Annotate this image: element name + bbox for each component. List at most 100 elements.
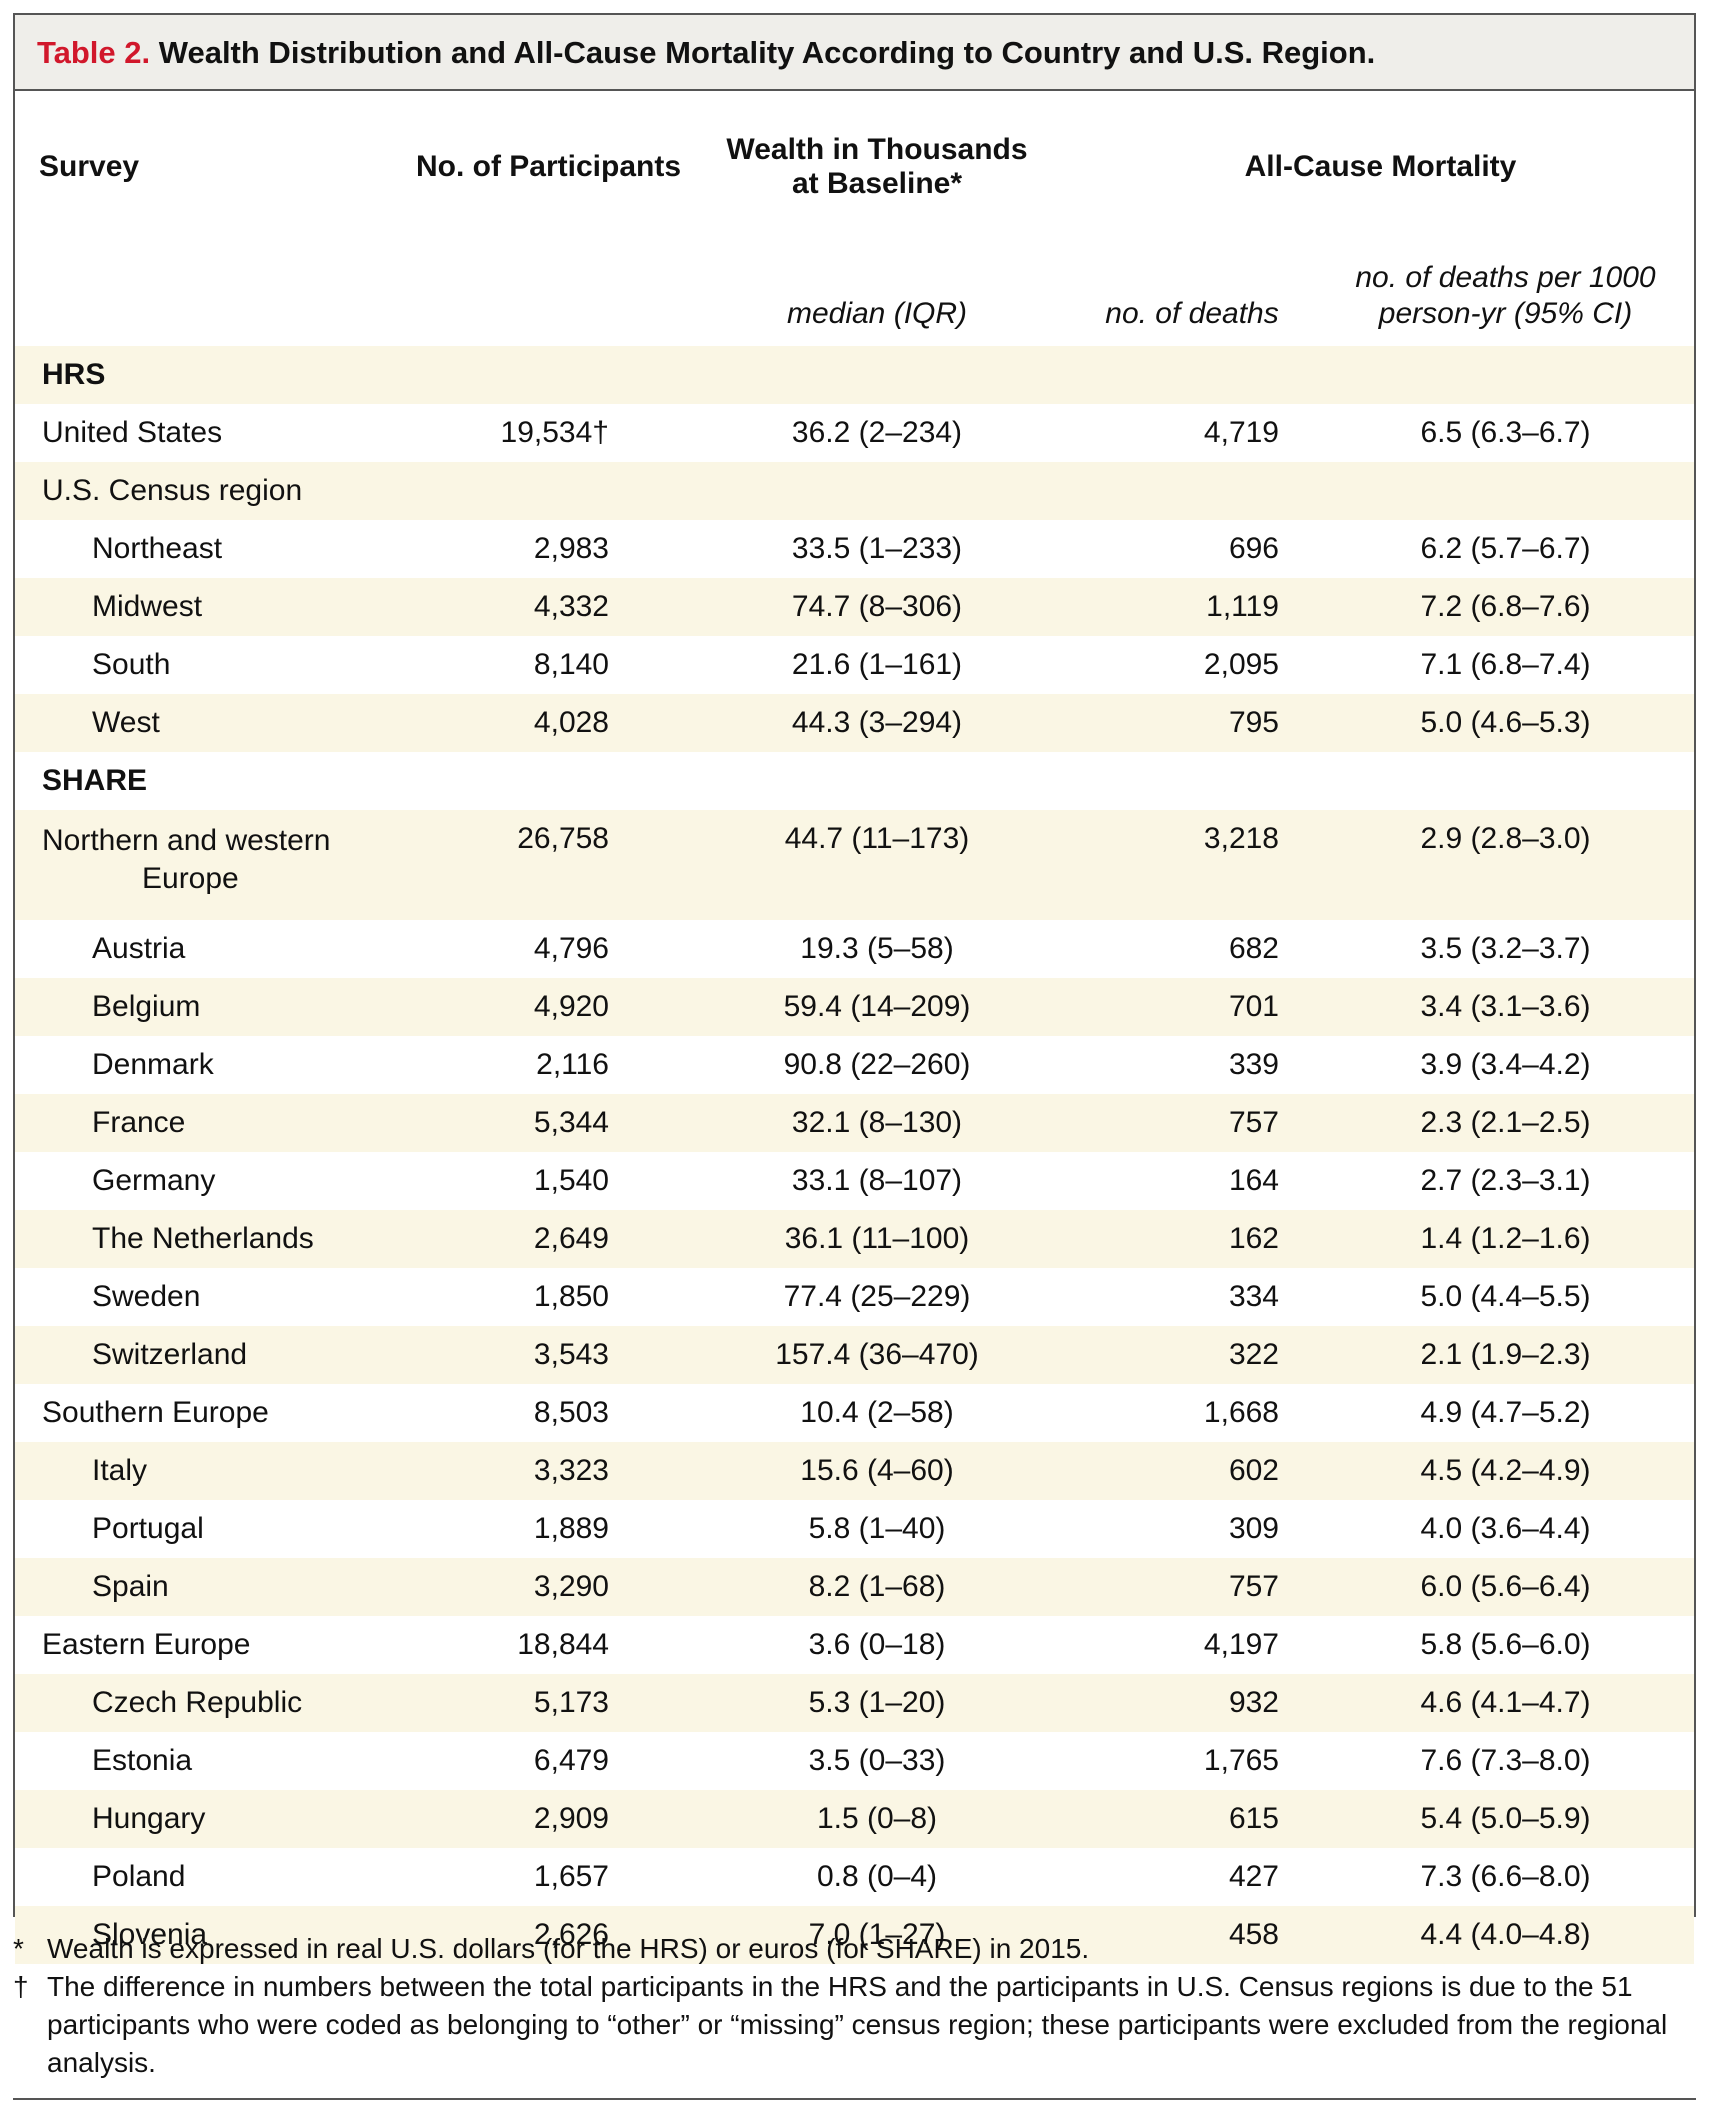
row-rate: 6.2 (5.7–6.7)	[1420, 532, 1591, 565]
row-wealth: 15.6 (4–60)	[687, 1442, 1067, 1500]
row-rate: 2.1 (1.9–2.3)	[1317, 1326, 1694, 1384]
row-wealth: 32.1 (8–130)	[687, 1094, 1067, 1152]
row-wealth: 5.3 (1–20)	[687, 1674, 1067, 1732]
row-rate: 2.3 (2.1–2.5)	[1317, 1094, 1694, 1152]
table-row: Germany 1,540 33.1 (8–107) 164 2.7 (2.3–…	[15, 1152, 1694, 1210]
row-deaths: 932	[1067, 1674, 1317, 1732]
row-participants: 1,889	[533, 1512, 609, 1545]
table-row: West 4,028 44.3 (3–294) 795 5.0 (4.6–5.3…	[15, 694, 1694, 752]
row-name: Switzerland	[15, 1326, 410, 1384]
table-frame: Table 2. Wealth Distribution and All-Cau…	[13, 13, 1696, 1964]
row-deaths: 164	[1228, 1164, 1279, 1197]
row-rate: 5.8 (5.6–6.0)	[1420, 1628, 1591, 1661]
table-row: Denmark 2,116 90.8 (22–260) 339 3.9 (3.4…	[15, 1036, 1694, 1094]
row-rate: 7.1 (6.8–7.4)	[1420, 648, 1591, 681]
row-name-line2: Europe	[142, 862, 239, 895]
table-row: Northern and western Europe 26,758 44.7 …	[15, 810, 1694, 920]
row-participants: 2,116	[536, 1048, 609, 1081]
table-row: Portugal 1,889 5.8 (1–40) 309 4.0 (3.6–4…	[15, 1500, 1694, 1558]
row-participants: 5,344	[410, 1094, 687, 1152]
row-name: Estonia	[92, 1744, 193, 1777]
row-wealth: 21.6 (1–161)	[791, 648, 963, 681]
table-row: Austria 4,796 19.3 (5–58) 682 3.5 (3.2–3…	[15, 920, 1694, 978]
section-row: SHARE	[15, 752, 1694, 810]
row-deaths: 602	[1067, 1442, 1317, 1500]
row-deaths: 339	[1228, 1048, 1279, 1081]
row-rate: 6.5 (6.3–6.7)	[1420, 416, 1591, 449]
table-row: Sweden 1,850 77.4 (25–229) 334 5.0 (4.4–…	[15, 1268, 1694, 1326]
row-rate: 4.9 (4.7–5.2)	[1420, 1396, 1591, 1429]
row-participants: 3,290	[410, 1558, 687, 1616]
footnote-star-mark: *	[13, 1933, 24, 1964]
row-deaths: 1,668	[1203, 1396, 1279, 1429]
row-rate: 5.0 (4.6–5.3)	[1317, 694, 1694, 752]
row-rate: 5.0 (4.4–5.5)	[1420, 1280, 1591, 1313]
row-name-line1: Northern and western	[42, 824, 331, 857]
row-name: United States	[42, 416, 223, 449]
row-deaths: 682	[1228, 932, 1279, 965]
row-participants: 4,920	[410, 978, 687, 1036]
row-name: Midwest	[15, 578, 410, 636]
row-deaths: 757	[1067, 1094, 1317, 1152]
table-row: The Netherlands 2,649 36.1 (11–100) 162 …	[15, 1210, 1694, 1268]
table-title: Table 2. Wealth Distribution and All-Cau…	[15, 15, 1694, 91]
row-participants: 1,657	[533, 1860, 609, 1893]
row-participants: 1,850	[533, 1280, 609, 1313]
row-rate: 2.9 (2.8–3.0)	[1317, 810, 1694, 920]
header-participants: No. of Participants	[415, 150, 682, 183]
row-participants: 6,479	[533, 1744, 609, 1777]
subheader-rate-line1: no. of deaths per 1000	[1355, 261, 1656, 294]
row-wealth: 36.1 (11–100)	[687, 1210, 1067, 1268]
table-row: Poland 1,657 0.8 (0–4) 427 7.3 (6.6–8.0)	[15, 1848, 1694, 1906]
row-rate: 4.6 (4.1–4.7)	[1317, 1674, 1694, 1732]
row-wealth: 74.7 (8–306)	[687, 578, 1067, 636]
table-number-label: Table 2.	[37, 35, 151, 70]
row-participants: 2,909	[410, 1790, 687, 1848]
row-participants: 8,140	[533, 648, 609, 681]
row-name: Spain	[15, 1558, 410, 1616]
table-row: Slovenia 2,626 7.0 (1–27) 458 4.4 (4.0–4…	[15, 1906, 1694, 1964]
row-participants: 2,626	[410, 1906, 687, 1964]
row-name: Austria	[92, 932, 186, 965]
row-wealth: 44.7 (11–173)	[687, 810, 1067, 920]
row-wealth: 0.8 (0–4)	[816, 1860, 938, 1893]
row-wealth: 3.6 (0–18)	[808, 1628, 946, 1661]
table-row: United States 19,534† 36.2 (2–234) 4,719…	[15, 404, 1694, 462]
row-rate: 4.4 (4.0–4.8)	[1317, 1906, 1694, 1964]
row-name: Germany	[92, 1164, 216, 1197]
row-rate: 7.3 (6.6–8.0)	[1420, 1860, 1591, 1893]
footnote-star: * Wealth is expressed in real U.S. dolla…	[13, 1930, 1696, 1968]
row-name: West	[15, 694, 410, 752]
row-wealth: 157.4 (36–470)	[687, 1326, 1067, 1384]
row-wealth: 44.3 (3–294)	[687, 694, 1067, 752]
row-name: South	[92, 648, 171, 681]
subsection-row: U.S. Census region	[15, 462, 1694, 520]
table-row: Switzerland 3,543 157.4 (36–470) 322 2.1…	[15, 1326, 1694, 1384]
row-name: Sweden	[92, 1280, 201, 1313]
row-rate: 7.6 (7.3–8.0)	[1420, 1744, 1591, 1777]
row-wealth: 10.4 (2–58)	[800, 1396, 954, 1429]
row-deaths: 309	[1228, 1512, 1279, 1545]
row-name: Northeast	[92, 532, 223, 565]
row-deaths: 2,095	[1203, 648, 1279, 681]
data-table: Survey No. of Participants Wealth in Tho…	[15, 91, 1694, 1964]
row-name: France	[15, 1094, 410, 1152]
row-participants: 2,983	[533, 532, 609, 565]
row-name: Portugal	[92, 1512, 204, 1545]
row-participants: 1,540	[533, 1164, 609, 1197]
row-rate: 4.0 (3.6–4.4)	[1420, 1512, 1591, 1545]
row-name: Belgium	[15, 978, 410, 1036]
row-wealth: 90.8 (22–260)	[783, 1048, 971, 1081]
row-participants: 3,323	[410, 1442, 687, 1500]
row-participants: 19,534†	[500, 416, 609, 449]
table-body-wrap: Survey No. of Participants Wealth in Tho…	[15, 91, 1694, 1964]
header-mortality: All-Cause Mortality	[1244, 150, 1517, 183]
footnote-dagger-mark: †	[13, 1971, 29, 2002]
row-name: Southern Europe	[42, 1396, 269, 1429]
header-wealth-line2: at Baseline*	[791, 167, 963, 200]
row-participants: 8,503	[533, 1396, 609, 1429]
row-deaths: 696	[1228, 532, 1279, 565]
row-wealth: 8.2 (1–68)	[687, 1558, 1067, 1616]
footnote-dagger: † The difference in numbers between the …	[13, 1968, 1696, 2082]
row-name: Eastern Europe	[42, 1628, 251, 1661]
